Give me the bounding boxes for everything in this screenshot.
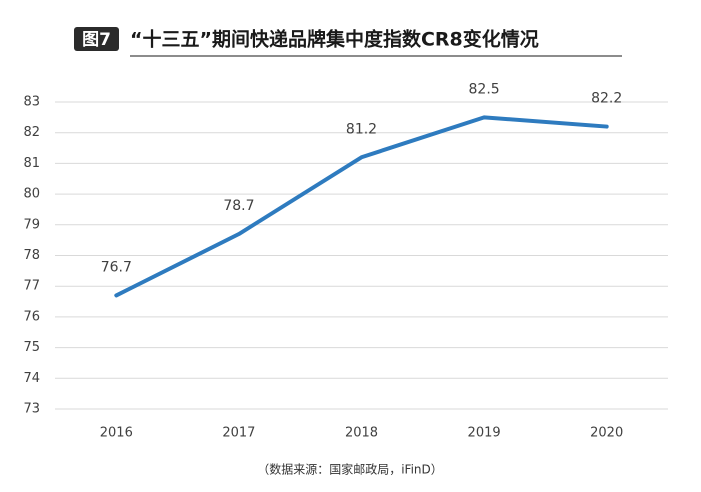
y-tick-label: 79: [23, 217, 40, 232]
x-tick-label: 2018: [345, 426, 378, 441]
y-tick-label: 74: [23, 371, 40, 386]
y-tick-label: 80: [23, 187, 40, 202]
x-tick-label: 2020: [590, 426, 623, 441]
y-tick-label: 78: [23, 248, 40, 263]
data-label: 81.2: [346, 121, 377, 137]
y-tick-label: 75: [23, 340, 40, 355]
y-tick-label: 77: [23, 279, 40, 294]
line-series: [114, 115, 609, 298]
x-tick-label: 2016: [100, 426, 133, 441]
y-tick-label: 81: [23, 156, 40, 171]
x-tick-label: 2017: [222, 426, 255, 441]
source-note: （数据来源：国家邮政局，iFinD）: [257, 462, 443, 477]
data-label: 82.5: [469, 81, 500, 97]
figure-label: 图7: [82, 30, 111, 50]
y-tick-label: 73: [23, 402, 40, 417]
y-tick-label: 82: [23, 125, 40, 140]
y-tick-label: 83: [23, 95, 40, 110]
y-tick-label: 76: [23, 309, 40, 324]
x-tick-label: 2019: [468, 426, 501, 441]
figure-badge: [74, 27, 119, 51]
data-label: 82.2: [591, 91, 622, 107]
data-label: 78.7: [223, 198, 254, 214]
chart-title: “十三五”期间快递品牌集中度指数CR8变化情况: [130, 28, 539, 51]
data-label: 76.7: [101, 259, 132, 275]
